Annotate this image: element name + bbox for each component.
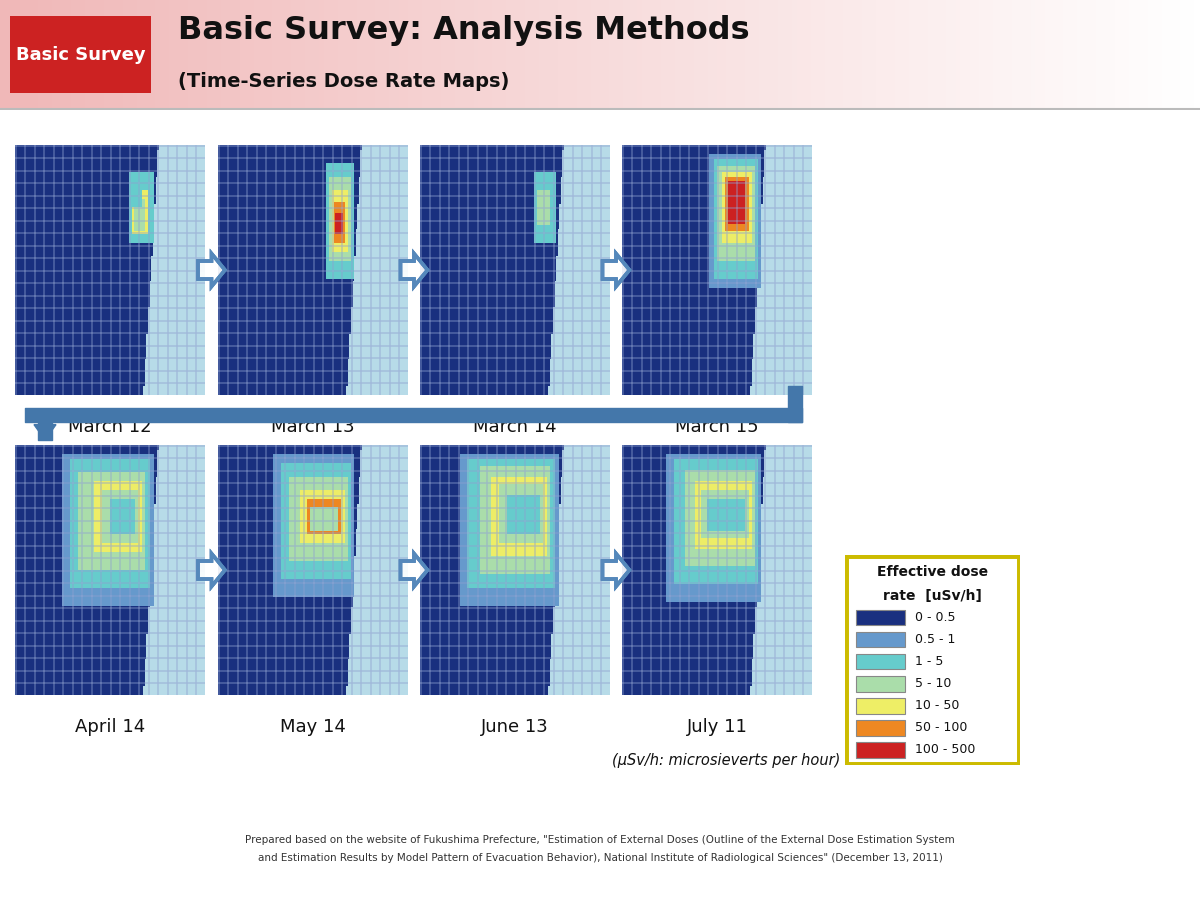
- Polygon shape: [34, 425, 56, 440]
- Polygon shape: [401, 254, 427, 286]
- Text: Basic Survey: Analysis Methods: Basic Survey: Analysis Methods: [178, 15, 749, 46]
- Bar: [856, 698, 905, 714]
- Text: July 11: July 11: [686, 718, 748, 736]
- Bar: [856, 632, 905, 647]
- Text: Effective dose: Effective dose: [877, 565, 988, 580]
- Text: March 15: March 15: [676, 418, 758, 436]
- Text: 100 - 500: 100 - 500: [916, 743, 976, 756]
- FancyBboxPatch shape: [10, 16, 151, 94]
- Text: March 13: March 13: [271, 418, 355, 436]
- Polygon shape: [198, 554, 226, 587]
- Text: 5 - 10: 5 - 10: [916, 677, 952, 690]
- Text: (μSv/h: microsieverts per hour): (μSv/h: microsieverts per hour): [612, 752, 840, 768]
- Text: 50 - 100: 50 - 100: [916, 721, 967, 734]
- Text: 1 - 5: 1 - 5: [916, 655, 943, 668]
- Text: June 13: June 13: [481, 718, 548, 736]
- Text: March 14: March 14: [473, 418, 557, 436]
- Text: April 14: April 14: [74, 718, 145, 736]
- FancyBboxPatch shape: [845, 555, 1020, 765]
- Polygon shape: [602, 554, 630, 587]
- Bar: [856, 609, 905, 626]
- Bar: [856, 676, 905, 691]
- Bar: [856, 653, 905, 670]
- Bar: [856, 720, 905, 735]
- Bar: [856, 742, 905, 758]
- Text: (Time-Series Dose Rate Maps): (Time-Series Dose Rate Maps): [178, 72, 509, 91]
- Text: 10 - 50: 10 - 50: [916, 699, 959, 712]
- Text: 0 - 0.5: 0 - 0.5: [916, 611, 955, 624]
- Text: 0.5 - 1: 0.5 - 1: [916, 633, 955, 646]
- Text: May 14: May 14: [280, 718, 346, 736]
- Text: March 12: March 12: [68, 418, 152, 436]
- Polygon shape: [401, 554, 427, 587]
- Text: Prepared based on the website of Fukushima Prefecture, "Estimation of External D: Prepared based on the website of Fukushi…: [245, 835, 955, 845]
- Text: Basic Survey: Basic Survey: [16, 46, 145, 64]
- Polygon shape: [198, 254, 226, 286]
- Text: and Estimation Results by Model Pattern of Evacuation Behavior), National Instit: and Estimation Results by Model Pattern …: [258, 853, 942, 863]
- Text: rate  [uSv/h]: rate [uSv/h]: [883, 589, 982, 603]
- Polygon shape: [602, 254, 630, 286]
